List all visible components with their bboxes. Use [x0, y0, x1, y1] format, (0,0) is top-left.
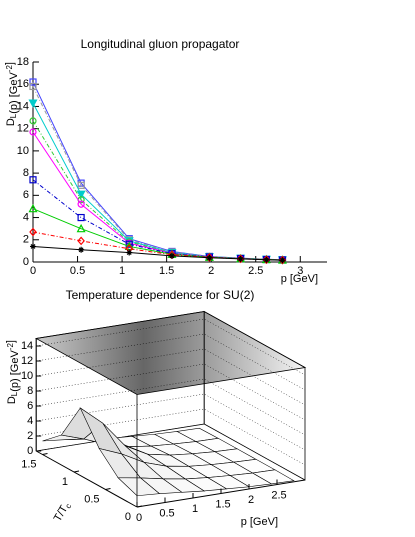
marker: [76, 223, 86, 233]
marker: [168, 252, 175, 259]
chart-title: Longitudinal gluon propagator: [81, 37, 240, 51]
z-axis-label: DL(p) [GeV-2]: [5, 340, 21, 404]
x-axis-label: p [GeV]: [241, 516, 278, 528]
marker: [28, 99, 38, 108]
y-tick-label: 8: [23, 167, 29, 179]
z-tick-label: 0: [27, 445, 33, 457]
x-tick-label: 2.5: [248, 265, 263, 277]
x-tick-label: 3: [297, 265, 303, 277]
marker: [29, 78, 37, 86]
marker: [124, 241, 134, 251]
marker: [30, 243, 36, 250]
marker: [29, 82, 37, 91]
x-tick-label: 1: [192, 503, 198, 515]
y-tick-label: 12: [17, 123, 29, 135]
marker: [76, 190, 86, 199]
x-tick-label: 1.5: [159, 265, 174, 277]
marker: [77, 200, 85, 208]
marker: [29, 176, 37, 184]
y-tick-label: 4: [23, 211, 29, 223]
x-tick-label: 1: [119, 265, 125, 277]
chart-title: Temperature dependence for SU(2): [66, 288, 255, 302]
z-tick-label: 2: [27, 430, 33, 442]
marker: [126, 249, 133, 256]
y-axis-label: DL(p) [GeV-2]: [4, 62, 20, 126]
z-tick-label: 10: [21, 370, 33, 382]
x-tick-label: 0.5: [70, 265, 85, 277]
y-tick-label: 10: [17, 145, 29, 157]
y-tick: [73, 470, 80, 473]
x-tick-label: 0.5: [159, 507, 174, 519]
y-tick: [105, 488, 111, 490]
x-axis-label: p [GeV]: [281, 273, 318, 285]
y-tick-label: 16: [17, 78, 29, 90]
series-line: [32, 245, 283, 261]
x-tick-label: 2: [208, 265, 214, 277]
marker: [77, 236, 85, 246]
marker: [279, 257, 286, 264]
y-tick: [42, 453, 48, 455]
z-tick-label: 8: [27, 385, 33, 397]
marker: [237, 255, 244, 262]
y-tick-label: 0: [125, 511, 131, 523]
marker: [263, 256, 270, 263]
z-tick-label: 4: [27, 415, 33, 427]
marker: [28, 203, 38, 213]
x-tick-label: 2: [248, 494, 254, 506]
z-tick-label: 12: [21, 355, 33, 367]
y-tick-label: 0: [23, 256, 29, 268]
y-tick-label: 18: [17, 56, 29, 68]
y-tick-label: 6: [23, 189, 29, 201]
y-tick-label: 0.5: [84, 493, 99, 505]
y-tick-label: 14: [17, 100, 29, 112]
marker: [29, 128, 37, 136]
marker: [125, 240, 133, 248]
y-tick: [136, 505, 143, 508]
x-tick-label: 2.5: [271, 489, 286, 501]
y-axis: [35, 450, 138, 508]
marker: [77, 181, 85, 189]
marker: [78, 246, 85, 253]
y-tick-label: 2: [23, 234, 29, 246]
y-tick-label: 1.5: [21, 458, 36, 470]
marker: [29, 117, 37, 125]
x-tick-label: 1.5: [215, 498, 230, 510]
marker: [77, 213, 85, 222]
surface-cell: [117, 477, 161, 497]
y-tick-label: 1: [62, 476, 68, 488]
marker: [29, 227, 37, 237]
z-tick-label: 6: [27, 400, 33, 412]
z-tick-label: 14: [21, 340, 33, 352]
marker: [206, 254, 213, 261]
x-tick-label: 0: [30, 265, 36, 277]
x-tick-label: 0: [136, 512, 142, 524]
